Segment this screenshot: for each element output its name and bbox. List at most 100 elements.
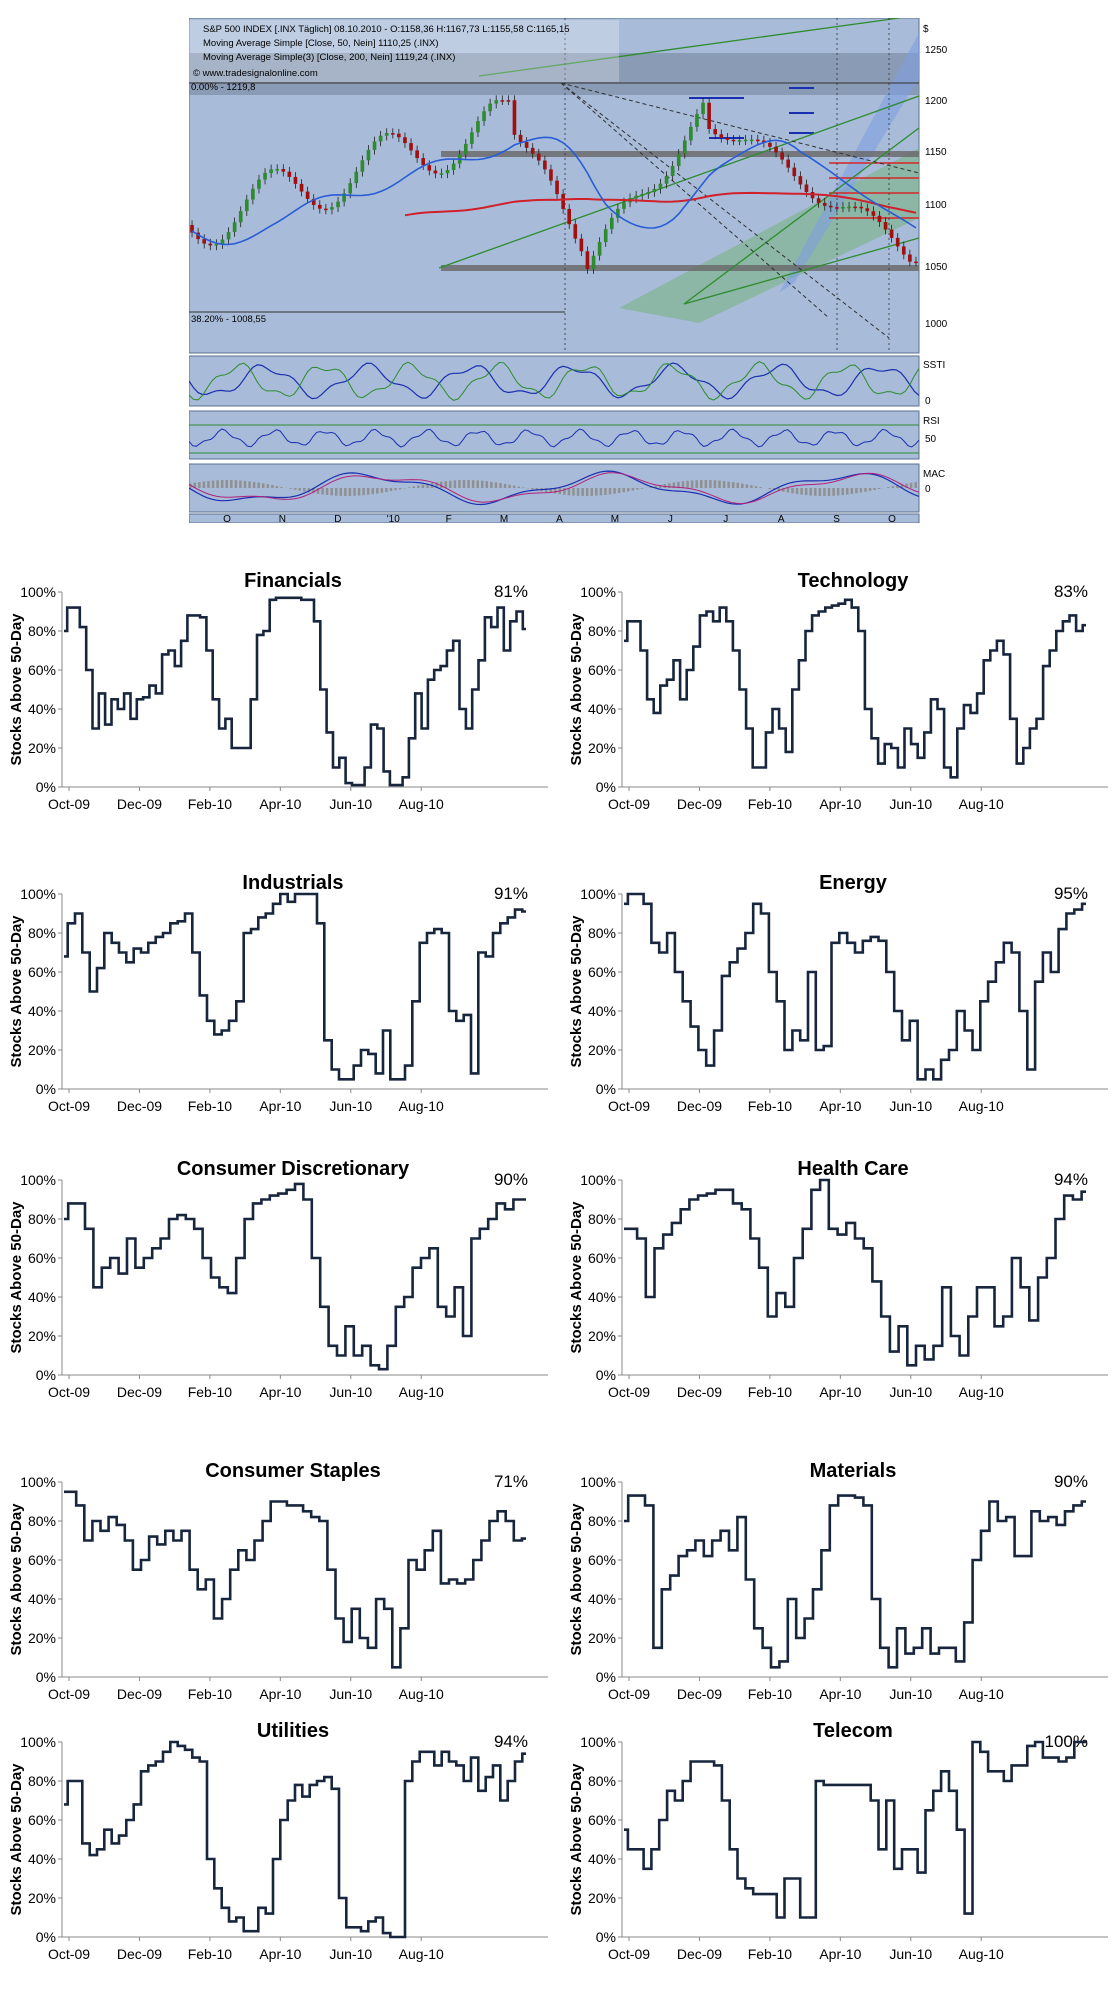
y-tick-label: 0% (596, 779, 616, 795)
macd-hist-bar (220, 480, 224, 488)
month-label: O (223, 514, 231, 523)
macd-hist-bar (417, 485, 420, 488)
candle-body (573, 224, 578, 239)
macd-hist-bar (846, 488, 849, 495)
y-tick-label: 100% (20, 886, 56, 902)
y-tick-label: 20% (28, 740, 56, 756)
y-tick-label: 40% (28, 1003, 56, 1019)
x-tick-label: Oct-09 (48, 1098, 90, 1114)
red-levels (829, 162, 919, 219)
series-line (624, 1494, 1086, 1669)
candle-body (439, 173, 444, 175)
macd-hist-bar (804, 488, 808, 496)
x-tick-label: Oct-09 (48, 796, 90, 812)
price-tick: 1250 (925, 45, 948, 56)
x-tick-label: Jun-10 (329, 1686, 372, 1702)
y-tick-label: 100% (580, 1172, 616, 1188)
macd-histogram (189, 480, 917, 496)
y-tick-label: 20% (28, 1630, 56, 1646)
candle-body (500, 100, 505, 102)
chart-title: Consumer Staples (205, 1460, 381, 1482)
macd-hist-bar (312, 488, 315, 494)
x-tick-label: Oct-09 (48, 1686, 90, 1702)
latest-value-label: 90% (1054, 1472, 1088, 1491)
x-tick-label: Aug-10 (399, 1946, 444, 1962)
macd-hist-bar (891, 486, 895, 488)
y-tick-label: 40% (588, 1851, 616, 1867)
legend-ma50: Moving Average Simple [Close, 50, Nein] … (203, 38, 439, 49)
candle-body (305, 191, 310, 199)
macd-hist-bar (202, 481, 206, 488)
y-axis-title: Stocks Above 50-Day (568, 1503, 585, 1656)
candle-body (822, 202, 827, 206)
x-tick-label: Apr-10 (259, 1946, 301, 1962)
y-tick-label: 40% (588, 1289, 616, 1305)
candle-body (476, 121, 480, 133)
macd-hist-bar (554, 488, 557, 494)
chart-telecom: 0% 20% 40% 60% 80% 100% Oct-09 Dec-09 Feb-10 Apr-… (560, 1710, 1120, 2005)
macd-hist-bar (289, 488, 292, 489)
x-tick-label: Dec-09 (677, 1686, 722, 1702)
x-tick-label: Dec-09 (117, 796, 162, 812)
x-tick-label: Feb-10 (748, 1098, 793, 1114)
candle-body (299, 183, 304, 192)
month-label: N (279, 514, 286, 523)
macd-hist-bar (786, 488, 790, 493)
candle-body (232, 222, 237, 233)
macd-hist-bar (266, 484, 270, 488)
y-tick-label: 0% (36, 1081, 56, 1097)
candle-body (488, 103, 492, 112)
candle-body (597, 242, 602, 256)
macd-hist-bar (617, 488, 621, 494)
macd-hist-bar (686, 480, 689, 488)
x-tick-label: Aug-10 (959, 1946, 1004, 1962)
candle-body (676, 153, 681, 166)
candle-body (591, 255, 596, 270)
y-tick-label: 0% (596, 1929, 616, 1945)
x-tick-label: Oct-09 (48, 1384, 90, 1400)
y-tick-label: 20% (28, 1890, 56, 1906)
macd-hist-bar (563, 488, 566, 495)
y-tick-label: 60% (28, 662, 56, 678)
candle-body (780, 152, 784, 160)
candle-body (707, 102, 711, 130)
macd-label: MAC (923, 469, 945, 480)
fan-lines (560, 82, 920, 339)
candle-body (208, 243, 213, 246)
candle-body (378, 135, 383, 142)
macd-hist-bar (303, 488, 306, 492)
macd-hist-bar (517, 486, 520, 488)
chart-technology-svg: 0% 20% 40% 60% 80% 100% Oct-09 Dec-09 Feb-10 Apr-… (568, 570, 1108, 812)
macd-hist-bar (207, 480, 210, 488)
x-tick-label: Feb-10 (748, 1946, 793, 1962)
candle-body (609, 217, 614, 230)
candle-body (238, 211, 243, 223)
month-label: J (668, 514, 673, 523)
macd-hist-bar (581, 488, 584, 496)
candle-body (433, 170, 438, 174)
candle-body (482, 111, 486, 122)
macd-hist-bar (585, 488, 589, 496)
x-tick-label: Jun-10 (329, 796, 372, 812)
macd-hist-bar (339, 488, 343, 496)
series-line (64, 1182, 526, 1371)
chart-title: Materials (810, 1460, 897, 1482)
candle-body (658, 183, 663, 189)
rsi-panel-bg (188, 410, 920, 460)
macd-hist-bar (754, 486, 758, 488)
y-tick-label: 40% (28, 1851, 56, 1867)
x-tick-label: Jun-10 (889, 796, 932, 812)
macd-hist-bar (476, 480, 479, 488)
y-tick-label: 40% (588, 701, 616, 717)
macd-hist-bar (599, 488, 603, 496)
macd-hist-bar (280, 486, 283, 488)
x-tick-label: Apr-10 (259, 796, 301, 812)
candle-body (652, 188, 657, 193)
macd-hist-bar (426, 483, 429, 488)
y-tick-label: 80% (28, 1513, 56, 1529)
y-tick-label: 0% (36, 1929, 56, 1945)
macd-hist-bar (421, 484, 425, 488)
macd-hist-bar (827, 488, 831, 496)
macd-hist-bar (800, 488, 803, 495)
x-tick-label: Aug-10 (959, 1098, 1004, 1114)
